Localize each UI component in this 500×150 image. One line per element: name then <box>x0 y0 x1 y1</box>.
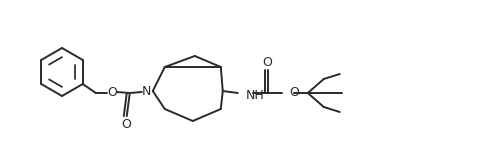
Text: NH: NH <box>246 88 264 102</box>
Text: O: O <box>262 56 272 69</box>
Text: O: O <box>121 117 130 130</box>
Text: O: O <box>107 85 117 99</box>
Text: N: N <box>142 84 152 98</box>
Text: O: O <box>289 85 298 99</box>
